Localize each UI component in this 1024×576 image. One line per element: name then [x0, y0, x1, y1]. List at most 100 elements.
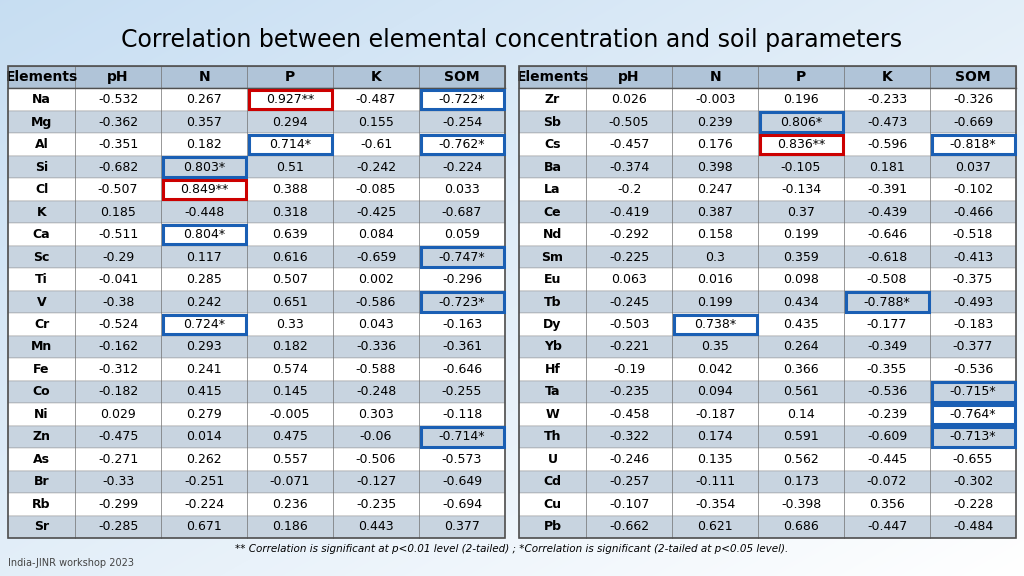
Text: 0.927**: 0.927**	[266, 93, 314, 106]
Text: -0.33: -0.33	[102, 475, 134, 488]
Text: Zn: Zn	[33, 430, 50, 444]
Text: 0.182: 0.182	[186, 138, 222, 151]
Text: Ca: Ca	[33, 228, 50, 241]
Text: -0.355: -0.355	[867, 363, 907, 376]
Text: Ti: Ti	[35, 273, 48, 286]
Text: -0.312: -0.312	[98, 363, 138, 376]
Bar	[519, 336, 1016, 358]
Text: -0.596: -0.596	[867, 138, 907, 151]
Text: Elements: Elements	[516, 70, 589, 84]
Text: Sm: Sm	[542, 251, 563, 264]
Text: Sc: Sc	[34, 251, 50, 264]
Text: 0.185: 0.185	[100, 206, 136, 219]
Text: K: K	[882, 70, 892, 84]
Text: -0.377: -0.377	[952, 340, 993, 354]
Text: -0.618: -0.618	[867, 251, 907, 264]
Text: 0.016: 0.016	[697, 273, 733, 286]
Bar	[932, 405, 1015, 424]
Text: -0.487: -0.487	[356, 93, 396, 106]
Text: -0.511: -0.511	[98, 228, 138, 241]
Text: -0.473: -0.473	[867, 116, 907, 128]
Bar	[846, 292, 929, 312]
Text: 0.651: 0.651	[272, 295, 308, 309]
Text: -0.715*: -0.715*	[949, 385, 996, 399]
Bar	[8, 313, 505, 336]
Text: 0.293: 0.293	[186, 340, 222, 354]
Text: -0.439: -0.439	[867, 206, 907, 219]
Text: U: U	[548, 453, 557, 466]
Text: Dy: Dy	[544, 318, 562, 331]
Text: -0.493: -0.493	[953, 295, 993, 309]
Text: 0.285: 0.285	[186, 273, 222, 286]
Text: -0.242: -0.242	[356, 161, 396, 173]
Text: -0.271: -0.271	[98, 453, 138, 466]
Text: 0.37: 0.37	[787, 206, 815, 219]
Text: -0.182: -0.182	[98, 385, 138, 399]
Text: Cd: Cd	[544, 475, 561, 488]
Bar	[8, 358, 505, 381]
Text: Mn: Mn	[31, 340, 52, 354]
Text: -0.447: -0.447	[867, 520, 907, 533]
Text: -0.225: -0.225	[609, 251, 649, 264]
Text: Ta: Ta	[545, 385, 560, 399]
Text: -0.682: -0.682	[98, 161, 138, 173]
Text: 0.135: 0.135	[697, 453, 733, 466]
Text: Zr: Zr	[545, 93, 560, 106]
Text: 0.199: 0.199	[783, 228, 819, 241]
Text: -0.003: -0.003	[695, 93, 735, 106]
Text: -0.041: -0.041	[98, 273, 138, 286]
Text: -0.072: -0.072	[867, 475, 907, 488]
Text: N: N	[710, 70, 721, 84]
Bar	[8, 403, 505, 426]
Text: -0.374: -0.374	[609, 161, 649, 173]
Text: -0.127: -0.127	[356, 475, 396, 488]
Text: 0.377: 0.377	[444, 520, 480, 533]
Bar	[8, 179, 505, 201]
Text: -0.285: -0.285	[98, 520, 138, 533]
Text: Fe: Fe	[34, 363, 50, 376]
Text: -0.713*: -0.713*	[949, 430, 996, 444]
Text: 0.264: 0.264	[783, 340, 819, 354]
Bar	[249, 90, 332, 109]
Text: 0.3: 0.3	[706, 251, 725, 264]
Bar	[8, 156, 505, 179]
Text: 0.318: 0.318	[272, 206, 308, 219]
Text: -0.19: -0.19	[613, 363, 645, 376]
Bar	[519, 358, 1016, 381]
Text: -0.505: -0.505	[609, 116, 649, 128]
Bar	[163, 225, 246, 244]
Text: -0.29: -0.29	[102, 251, 134, 264]
Text: -0.722*: -0.722*	[438, 93, 485, 106]
Text: 0.33: 0.33	[276, 318, 304, 331]
Text: -0.06: -0.06	[359, 430, 392, 444]
Text: -0.292: -0.292	[609, 228, 649, 241]
Text: ** Correlation is significant at p<0.01 level (2-tailed) ; *Correlation is signi: ** Correlation is significant at p<0.01 …	[236, 544, 788, 554]
Text: Th: Th	[544, 430, 561, 444]
Text: Ni: Ni	[34, 408, 49, 421]
Bar	[519, 471, 1016, 493]
Bar	[421, 135, 504, 154]
Text: 0.174: 0.174	[697, 430, 733, 444]
Text: -0.687: -0.687	[441, 206, 482, 219]
Text: Cl: Cl	[35, 183, 48, 196]
Bar	[519, 381, 1016, 403]
Text: 0.043: 0.043	[358, 318, 394, 331]
Text: 0.186: 0.186	[272, 520, 308, 533]
Bar	[8, 336, 505, 358]
Text: SOM: SOM	[444, 70, 480, 84]
Text: -0.445: -0.445	[867, 453, 907, 466]
Bar	[8, 381, 505, 403]
Bar	[421, 90, 504, 109]
Text: 0.199: 0.199	[697, 295, 733, 309]
Text: 0.356: 0.356	[869, 498, 905, 511]
Text: Nd: Nd	[543, 228, 562, 241]
Text: 0.724*: 0.724*	[183, 318, 225, 331]
Text: India-JINR workshop 2023: India-JINR workshop 2023	[8, 558, 134, 568]
Text: -0.302: -0.302	[953, 475, 993, 488]
Text: -0.747*: -0.747*	[438, 251, 485, 264]
Text: -0.573: -0.573	[441, 453, 482, 466]
Text: -0.764*: -0.764*	[949, 408, 996, 421]
Text: P: P	[285, 70, 295, 84]
Text: SOM: SOM	[955, 70, 991, 84]
Text: 0.026: 0.026	[611, 93, 647, 106]
